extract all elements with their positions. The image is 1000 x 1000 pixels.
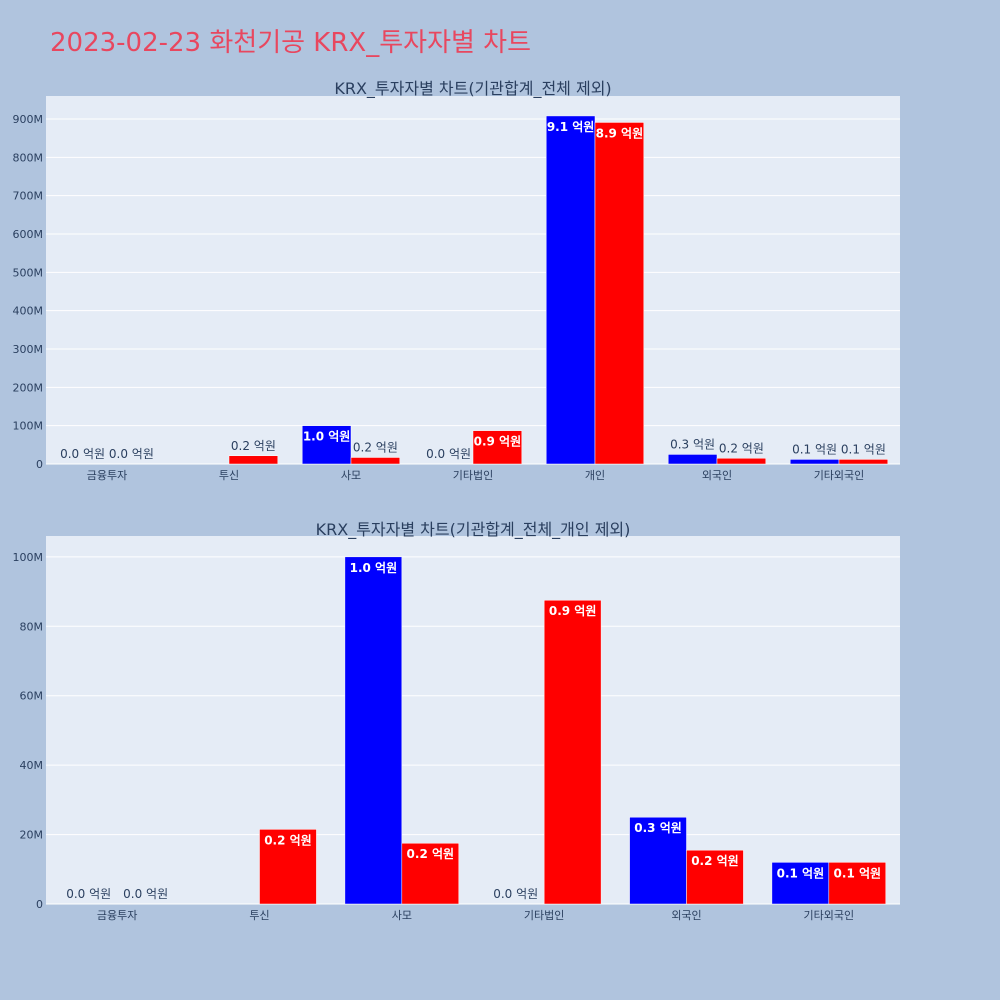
y-tick-label: 700M xyxy=(13,190,44,203)
data-label: 0.1 억원 xyxy=(834,866,882,880)
data-label: 0.0 억원 xyxy=(109,447,154,461)
data-label: 0.2 억원 xyxy=(719,441,764,455)
bar xyxy=(228,455,279,465)
y-tick-label: 100M xyxy=(13,420,44,433)
plot-area xyxy=(46,96,900,464)
x-tick-label: 외국인 xyxy=(671,909,701,922)
x-tick-label: 기타법인 xyxy=(524,909,564,922)
bar xyxy=(686,849,744,905)
bar xyxy=(301,425,352,465)
bar xyxy=(629,816,687,905)
data-label: 0.9 억원 xyxy=(549,604,597,618)
y-tick-label: 0 xyxy=(36,458,43,471)
bar xyxy=(543,599,602,905)
bar xyxy=(594,122,645,465)
x-tick-label: 금융투자 xyxy=(87,469,127,482)
x-tick-label: 투신 xyxy=(249,909,269,922)
y-tick-label: 20M xyxy=(20,829,44,842)
data-label: 0.2 억원 xyxy=(353,440,398,454)
y-tick-label: 300M xyxy=(13,343,44,356)
data-label: 0.2 억원 xyxy=(407,847,455,861)
data-label: 0.0 억원 xyxy=(426,447,471,461)
y-tick-label: 60M xyxy=(20,690,44,703)
y-tick-label: 200M xyxy=(13,381,44,394)
x-tick-label: 투신 xyxy=(219,469,239,482)
y-tick-label: 400M xyxy=(13,305,44,318)
bar xyxy=(771,862,830,905)
bar xyxy=(259,829,317,905)
data-label: 0.0 억원 xyxy=(66,887,111,901)
y-tick-label: 600M xyxy=(13,228,44,241)
data-label: 9.1 억원 xyxy=(547,120,595,134)
page-title: 2023-02-23 화천기공 KRX_투자자별 차트 xyxy=(50,28,532,58)
bar xyxy=(828,862,887,905)
y-tick-label: 900M xyxy=(13,113,44,126)
y-tick-label: 40M xyxy=(20,759,44,772)
chart-title: KRX_투자자별 차트(기관합계_전체 제외) xyxy=(334,79,611,99)
data-label: 0.0 억원 xyxy=(123,887,168,901)
data-label: 1.0 억원 xyxy=(303,430,351,444)
chart-top: KRX_투자자별 차트(기관합계_전체 제외) 0 100M 200M 300M 400M… xyxy=(13,79,900,482)
bar xyxy=(350,457,401,465)
data-label: 0.3 억원 xyxy=(634,821,682,835)
x-tick-label: 기타외국인 xyxy=(804,909,855,922)
bar xyxy=(472,430,523,465)
plot-area xyxy=(46,536,900,904)
bar xyxy=(344,556,403,905)
data-label: 0.1 억원 xyxy=(841,442,886,456)
x-tick-label: 사모 xyxy=(341,469,361,482)
bar xyxy=(716,458,767,465)
chart-bottom: KRX_투자자별 차트(기관합계_전체_개인 제외) 0 20M 40M 60M 80M 1… xyxy=(13,520,900,922)
bar xyxy=(401,842,460,905)
y-tick-label: 0 xyxy=(36,898,43,911)
bar xyxy=(838,459,889,465)
y-tick-label: 80M xyxy=(20,620,44,633)
bar xyxy=(667,454,718,465)
bar xyxy=(789,459,840,465)
bar xyxy=(545,115,596,465)
data-label: 0.0 억원 xyxy=(60,447,105,461)
x-tick-label: 개인 xyxy=(585,469,605,482)
data-label: 1.0 억원 xyxy=(350,561,398,575)
chart-title: KRX_투자자별 차트(기관합계_전체_개인 제외) xyxy=(316,520,631,540)
data-label: 0.2 억원 xyxy=(264,833,312,847)
x-tick-label: 외국인 xyxy=(702,469,732,482)
x-tick-label: 사모 xyxy=(392,909,412,922)
data-label: 0.9 억원 xyxy=(474,435,522,449)
x-tick-label: 기타법인 xyxy=(453,469,493,482)
data-label: 0.2 억원 xyxy=(691,854,739,868)
x-tick-label: 금융투자 xyxy=(97,909,137,922)
data-label: 0.1 억원 xyxy=(792,442,837,456)
y-tick-label: 100M xyxy=(13,551,44,564)
data-label: 0.1 억원 xyxy=(777,866,825,880)
data-label: 8.9 억원 xyxy=(596,126,644,140)
data-label: 0.2 억원 xyxy=(231,439,276,453)
data-label: 0.0 억원 xyxy=(493,887,538,901)
y-tick-label: 500M xyxy=(13,266,44,279)
y-tick-label: 800M xyxy=(13,151,44,164)
data-label: 0.3 억원 xyxy=(670,437,715,451)
x-tick-label: 기타외국인 xyxy=(814,469,865,482)
